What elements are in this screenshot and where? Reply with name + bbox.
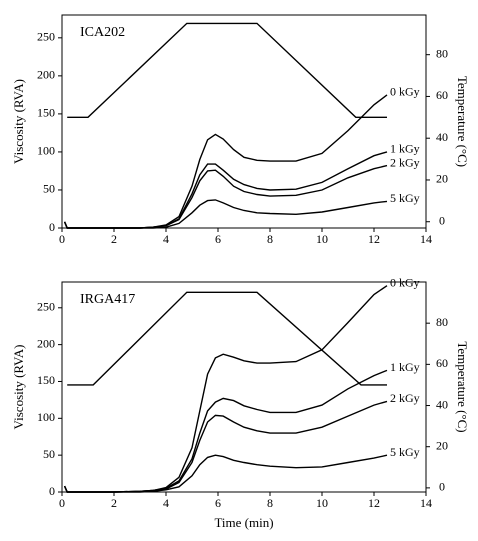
series-line [63, 199, 388, 229]
y-tick-label: 50 [43, 447, 55, 461]
series-line [63, 164, 388, 229]
y-tick-label: 100 [37, 410, 55, 424]
x-tick-label: 4 [163, 496, 169, 510]
y-tick-label: 100 [37, 144, 55, 158]
x-tick-label: 4 [163, 232, 169, 246]
series-label: 5 kGy [390, 445, 420, 459]
y-axis-label: Viscosity (RVA) [11, 345, 26, 430]
panel-title: IRGA417 [80, 292, 135, 307]
x-tick-label: 6 [215, 232, 221, 246]
panel-title: ICA202 [80, 25, 125, 40]
y-tick-label: 0 [49, 220, 55, 234]
y-tick-label: 200 [37, 336, 55, 350]
y2-tick-label: 60 [436, 88, 448, 102]
series-line [63, 151, 388, 229]
series-label: 0 kGy [390, 275, 420, 289]
x-tick-label: 6 [215, 496, 221, 510]
y-tick-label: 150 [37, 106, 55, 120]
plot-frame [61, 281, 427, 493]
series-line [63, 400, 388, 493]
y-axis-label: Viscosity (RVA) [11, 79, 26, 164]
y-tick-label: 0 [49, 484, 55, 498]
temperature-line [67, 291, 387, 386]
series-line [63, 369, 388, 493]
x-tick-label: 14 [420, 232, 432, 246]
x-tick-label: 12 [368, 496, 380, 510]
x-tick-label: 2 [111, 496, 117, 510]
plot-frame [61, 14, 427, 229]
y2-axis-label: Temperature (°C) [455, 341, 470, 432]
x-axis-label: Time (min) [214, 515, 273, 530]
x-tick-label: 10 [316, 496, 328, 510]
series-label: 1 kGy [390, 142, 420, 156]
series-label: 5 kGy [390, 191, 420, 205]
series-label: 0 kGy [390, 85, 420, 99]
y2-tick-label: 80 [436, 46, 448, 60]
y2-tick-label: 80 [436, 315, 448, 329]
x-tick-label: 12 [368, 232, 380, 246]
y2-tick-label: 40 [436, 397, 448, 411]
y-tick-label: 250 [37, 30, 55, 44]
y2-tick-label: 0 [439, 213, 445, 227]
x-tick-label: 14 [420, 496, 432, 510]
series-label: 2 kGy [390, 155, 420, 169]
series-line [63, 454, 388, 493]
y2-tick-label: 40 [436, 130, 448, 144]
y-tick-label: 50 [43, 182, 55, 196]
series-line [63, 94, 388, 229]
y2-axis-label: Temperature (°C) [455, 76, 470, 167]
x-tick-label: 8 [267, 496, 273, 510]
x-tick-label: 2 [111, 232, 117, 246]
x-tick-label: 0 [59, 496, 65, 510]
y-tick-label: 150 [37, 373, 55, 387]
y2-tick-label: 20 [436, 438, 448, 452]
series-line [63, 285, 388, 493]
y2-tick-label: 0 [439, 480, 445, 494]
y-tick-label: 200 [37, 68, 55, 82]
y2-tick-label: 20 [436, 172, 448, 186]
x-tick-label: 10 [316, 232, 328, 246]
temperature-line [67, 22, 387, 118]
y-tick-label: 250 [37, 300, 55, 314]
x-tick-label: 8 [267, 232, 273, 246]
series-label: 1 kGy [390, 360, 420, 374]
x-tick-label: 0 [59, 232, 65, 246]
series-label: 2 kGy [390, 391, 420, 405]
y2-tick-label: 60 [436, 356, 448, 370]
